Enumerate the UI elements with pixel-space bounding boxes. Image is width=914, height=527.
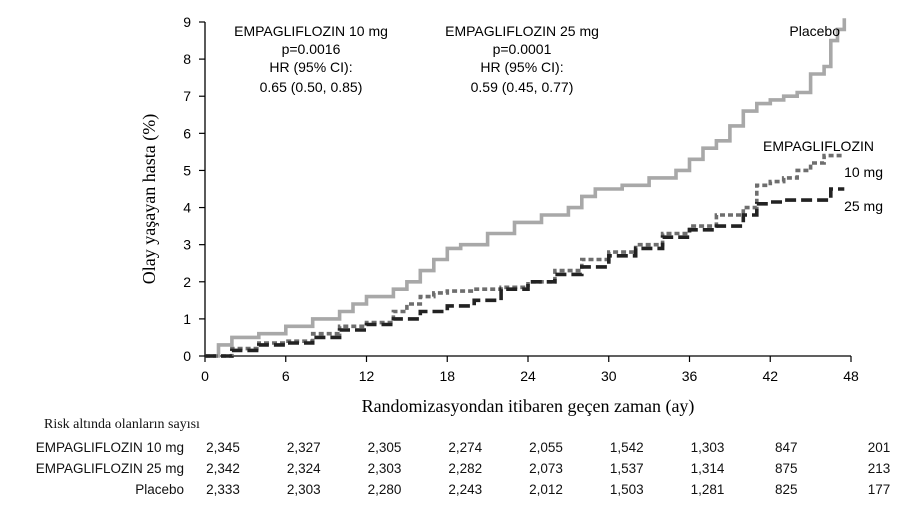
risk-cell: 1,281 (690, 482, 725, 497)
y-tick-label: 9 (183, 14, 191, 30)
risk-cell: 847 (774, 440, 798, 455)
placebo-label: Placebo (789, 23, 840, 39)
risk-cell: 2,012 (529, 482, 563, 497)
risk-cell: 177 (867, 482, 891, 497)
risk-cell: 2,303 (286, 482, 321, 497)
risk-cell: 1,537 (609, 461, 644, 476)
risk-cell: 2,327 (286, 440, 321, 455)
chart-annotations: EMPAGLIFLOZIN 10 mg p=0.0016 HR (95% CI): 0… (234, 23, 883, 214)
annotation-emp25-p-value: p=0.0001 (493, 41, 552, 57)
y-tick-label: 7 (183, 88, 191, 104)
risk-cell: 825 (774, 482, 798, 497)
risk-cell: 1,303 (690, 440, 725, 455)
annotation-emp10-title: EMPAGLIFLOZIN 10 mg (234, 23, 388, 39)
risk-cell: 2,342 (206, 461, 240, 476)
x-tick-label: 42 (762, 368, 778, 384)
x-tick-label: 6 (282, 368, 290, 384)
risk-table-row: EMPAGLIFLOZIN 10 mg 2,345 2,327 2,305 2,274 2… (0, 440, 914, 460)
x-tick-label: 0 (201, 368, 209, 384)
y-tick-label: 6 (183, 125, 191, 141)
risk-table-title: Risk altında olanların sayısı (44, 417, 200, 432)
risk-cell: 2,055 (529, 440, 563, 455)
y-axis-title: Olay yaşayan hasta (%) (139, 114, 160, 284)
risk-table-row: Placebo 2,333 2,303 2,280 2,243 2,012 1,503 1,2… (0, 482, 914, 502)
x-axis-title: Randomizasyondan itibaren geçen zaman (a… (362, 396, 695, 417)
risk-cell: 2,345 (206, 440, 240, 455)
x-tick-label: 18 (439, 368, 455, 384)
risk-cell: 875 (774, 461, 798, 476)
dose-25mg-label: 25 mg (844, 198, 883, 214)
y-tick-label: 1 (183, 311, 191, 327)
y-tick-label: 8 (183, 51, 191, 67)
annotation-emp10-hr-label: HR (95% CI): (269, 59, 352, 75)
risk-cell: 1,503 (609, 482, 644, 497)
risk-row-label: Placebo (135, 482, 184, 497)
annotation-emp25-hr-label: HR (95% CI): (480, 59, 563, 75)
x-tick-label: 48 (843, 368, 859, 384)
risk-cell: 2,274 (448, 440, 483, 455)
risk-cell: 2,243 (448, 482, 483, 497)
risk-table-row: EMPAGLIFLOZIN 25 mg 2,342 2,324 2,303 2,282 2… (0, 461, 914, 481)
empagliflozin-label: EMPAGLIFLOZIN (763, 138, 874, 154)
annotation-emp25-title: EMPAGLIFLOZIN 25 mg (445, 23, 599, 39)
dose-10mg-label: 10 mg (844, 164, 883, 180)
x-tick-label: 12 (359, 368, 375, 384)
x-tick-label: 30 (601, 368, 617, 384)
risk-cell: 2,073 (529, 461, 563, 476)
risk-cell: 2,305 (367, 440, 402, 455)
y-tick-label: 4 (183, 200, 191, 216)
risk-row-label: EMPAGLIFLOZIN 25 mg (35, 461, 184, 476)
risk-cell: 2,282 (448, 461, 483, 476)
annotation-emp10-p-value: p=0.0016 (282, 41, 341, 57)
risk-cell: 213 (867, 461, 891, 476)
y-tick-label: 0 (183, 348, 191, 364)
risk-cell: 2,303 (367, 461, 402, 476)
y-tick-label: 3 (183, 237, 191, 253)
risk-cell: 2,333 (206, 482, 240, 497)
y-tick-label: 2 (183, 274, 191, 290)
annotation-emp25-hr-value: 0.59 (0.45, 0.77) (471, 79, 574, 95)
empagliflozin-25mg-curve (205, 187, 845, 358)
x-tick-label: 36 (682, 368, 698, 384)
risk-cell: 2,324 (286, 461, 321, 476)
risk-cell: 2,280 (367, 482, 402, 497)
risk-cell: 1,314 (690, 461, 725, 476)
placebo-curve (205, 18, 847, 358)
x-tick-label: 24 (520, 368, 536, 384)
risk-row-label: EMPAGLIFLOZIN 10 mg (35, 440, 184, 455)
risk-cell: 201 (867, 440, 891, 455)
chart-series (205, 18, 847, 358)
annotation-emp10-hr-value: 0.65 (0.50, 0.85) (260, 79, 363, 95)
y-tick-label: 5 (183, 162, 191, 178)
risk-cell: 1,542 (609, 440, 644, 455)
